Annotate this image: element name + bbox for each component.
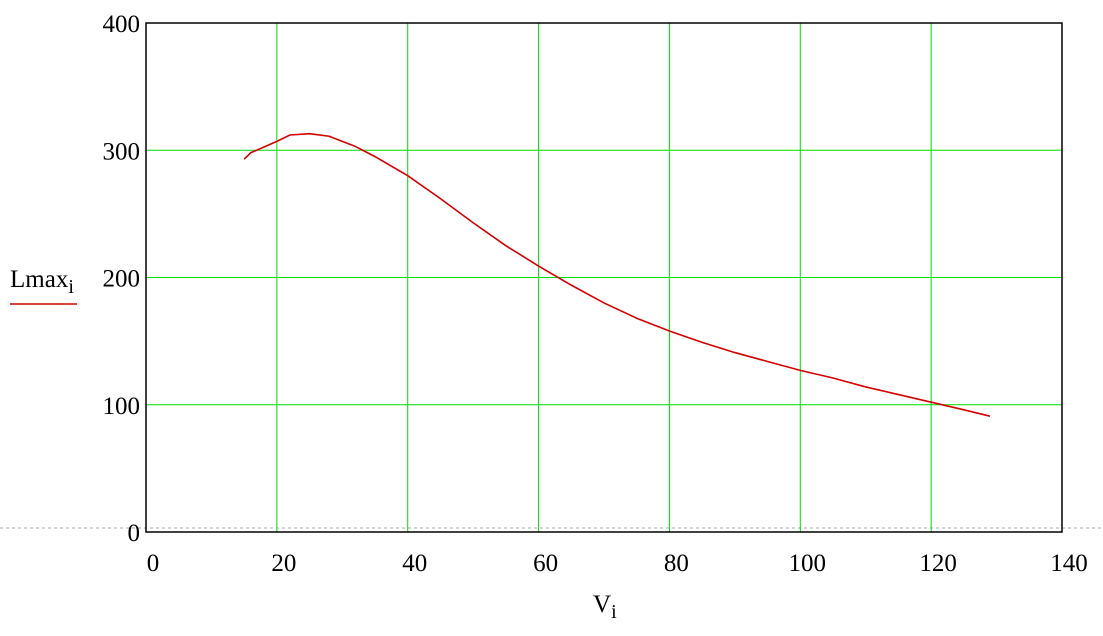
x-tick-label: 120: [919, 550, 957, 577]
y-tick-label: 400: [103, 11, 141, 38]
plot-frame: [145, 22, 1063, 533]
y-axis-label: Lmaxi: [10, 266, 74, 298]
x-label-main: V: [593, 591, 611, 618]
x-label-sub: i: [611, 601, 617, 623]
y-tick-label: 300: [103, 138, 141, 165]
y-tick-label: 200: [103, 266, 141, 293]
y-label-sub: i: [68, 276, 74, 298]
x-tick-label: 100: [789, 550, 827, 577]
x-tick-label: 0: [147, 550, 160, 577]
x-axis-label: Vi: [593, 591, 617, 623]
x-tick-label: 40: [402, 550, 427, 577]
y-label-main: Lmax: [10, 266, 69, 293]
x-tick-label: 80: [664, 550, 689, 577]
x-tick-label: 20: [271, 550, 296, 577]
x-tick-label: 140: [1050, 550, 1088, 577]
y-tick-label: 100: [103, 393, 141, 420]
data-line: [243, 132, 991, 417]
y-tick-label: 0: [128, 520, 141, 547]
x-tick-label: 60: [533, 550, 558, 577]
